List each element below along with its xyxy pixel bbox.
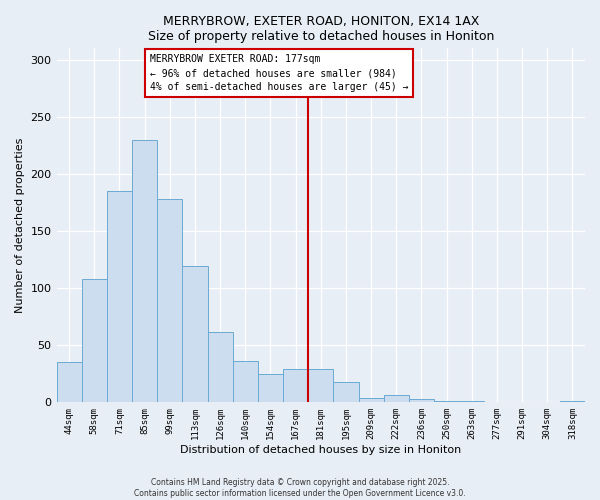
Bar	[182, 266, 208, 402]
Bar	[560, 401, 585, 402]
Y-axis label: Number of detached properties: Number of detached properties	[15, 138, 25, 313]
Bar	[308, 369, 334, 402]
Bar	[56, 362, 82, 403]
Text: Contains HM Land Registry data © Crown copyright and database right 2025.
Contai: Contains HM Land Registry data © Crown c…	[134, 478, 466, 498]
Bar	[334, 382, 359, 402]
Bar	[283, 369, 308, 402]
Bar	[208, 332, 233, 402]
Bar	[157, 199, 182, 402]
Bar	[409, 399, 434, 402]
Bar	[258, 374, 283, 402]
Bar	[359, 398, 383, 402]
Title: MERRYBROW, EXETER ROAD, HONITON, EX14 1AX
Size of property relative to detached : MERRYBROW, EXETER ROAD, HONITON, EX14 1A…	[148, 15, 494, 43]
Bar	[82, 279, 107, 402]
Bar	[383, 396, 409, 402]
Text: MERRYBROW EXETER ROAD: 177sqm
← 96% of detached houses are smaller (984)
4% of s: MERRYBROW EXETER ROAD: 177sqm ← 96% of d…	[149, 54, 408, 92]
Bar	[233, 361, 258, 403]
Bar	[459, 401, 484, 402]
Bar	[107, 191, 132, 402]
Bar	[434, 401, 459, 402]
X-axis label: Distribution of detached houses by size in Honiton: Distribution of detached houses by size …	[180, 445, 461, 455]
Bar	[132, 140, 157, 402]
